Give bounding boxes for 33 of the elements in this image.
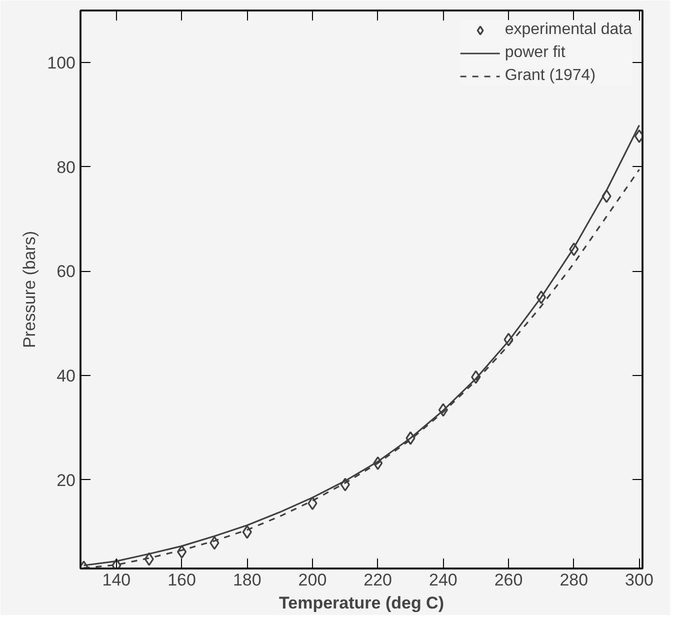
y-tick-label: 40	[56, 366, 76, 386]
point	[471, 370, 481, 384]
point	[536, 290, 546, 304]
legend-label: Grant (1974)	[504, 67, 596, 85]
point	[438, 403, 448, 417]
x-tick-label: 160	[168, 570, 196, 590]
x-tick-label: 180	[232, 570, 262, 590]
point	[144, 552, 154, 566]
y-tick-label: 20	[56, 470, 76, 490]
x-axis-title: Temperature (deg C)	[279, 594, 444, 612]
point	[504, 332, 514, 346]
point	[210, 536, 220, 550]
point	[176, 545, 187, 559]
point	[340, 478, 350, 492]
legend-label: experimental data	[504, 21, 632, 39]
point	[242, 525, 252, 539]
x-tick-label: 260	[494, 570, 523, 590]
point	[569, 242, 579, 256]
point	[406, 431, 416, 445]
point	[373, 456, 383, 470]
y-tick-label: 60	[56, 262, 76, 282]
x-tick-label: 280	[560, 570, 588, 590]
point	[602, 189, 612, 203]
x-tick-label: 200	[298, 570, 327, 590]
x-tick-label: 300	[625, 570, 654, 590]
y-axis-title: Pressure (bars)	[20, 230, 40, 348]
point	[308, 496, 318, 510]
y-tick-label: 80	[56, 158, 76, 177]
legend-label: power fit	[504, 44, 566, 62]
x-tick-label: 220	[364, 570, 392, 590]
x-tick-label: 240	[429, 570, 458, 590]
x-tick-label: 140	[102, 570, 131, 590]
y-tick-label: 100	[47, 54, 76, 73]
